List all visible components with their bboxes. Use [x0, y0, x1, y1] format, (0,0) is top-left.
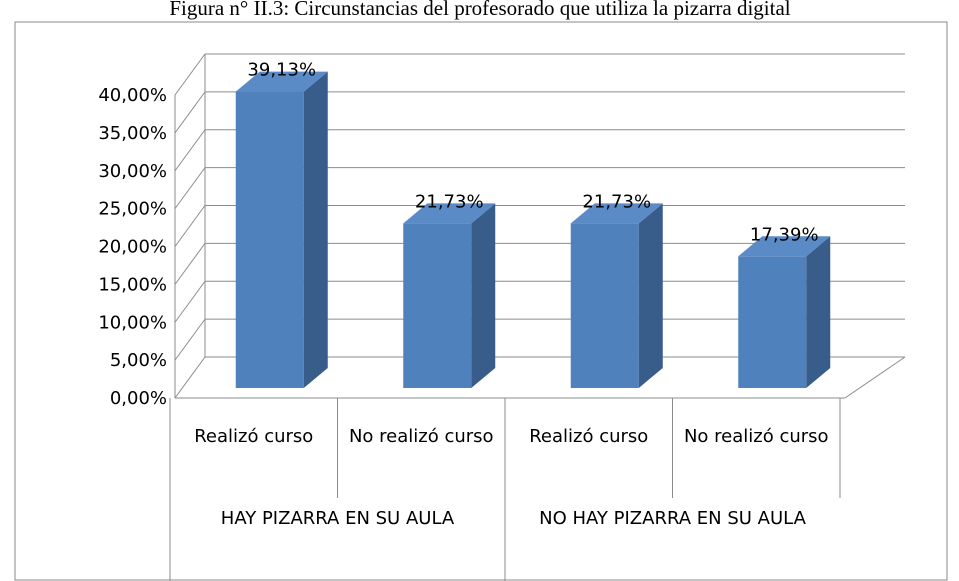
x-tick-label: Realizó curso: [529, 426, 649, 447]
group-label: HAY PIZARRA EN SU AULA: [220, 508, 455, 529]
bar: [403, 223, 472, 388]
bar-top: [570, 203, 663, 224]
bar-side: [806, 236, 831, 388]
y-tick-label: 25,00%: [98, 199, 167, 220]
y-tick-label: 30,00%: [98, 161, 167, 182]
x-tick-label: No realizó curso: [348, 426, 494, 447]
grid-line: [174, 129, 206, 172]
bar: [570, 223, 639, 388]
bar-top: [738, 236, 831, 257]
floor-edge: [844, 356, 906, 399]
bar: [235, 91, 304, 389]
grid-line: [174, 243, 206, 285]
y-tick-label: 15,00%: [98, 274, 167, 295]
group-label: NO HAY PIZARRA EN SU AULA: [539, 508, 806, 529]
x-tick-label: Realizó curso: [194, 426, 314, 447]
bar-top: [235, 71, 328, 92]
bar: [738, 256, 807, 388]
bar-side: [638, 203, 663, 388]
chart-title: Figura n° II.3: Circunstancias del profe…: [169, 0, 790, 20]
bar-top: [403, 203, 496, 224]
x-tick-label: No realizó curso: [683, 426, 829, 447]
value-label: 21,73%: [582, 191, 651, 212]
bar-side: [471, 203, 496, 388]
grid-line: [174, 356, 206, 399]
bar-side: [303, 71, 328, 389]
grid-line: [174, 91, 206, 134]
value-label: 39,13%: [247, 60, 316, 81]
y-tick-label: 10,00%: [98, 312, 167, 333]
y-tick-label: 20,00%: [98, 237, 167, 258]
y-tick-label: 0,00%: [110, 388, 167, 409]
grid-line: [174, 205, 206, 247]
y-tick-label: 40,00%: [98, 85, 167, 106]
grid-line: [174, 167, 206, 209]
value-label: 21,73%: [415, 191, 484, 212]
grid-line: [174, 280, 206, 323]
grid-line: [174, 53, 206, 96]
y-tick-label: 35,00%: [98, 123, 167, 144]
grid-line: [174, 318, 206, 361]
y-tick-label: 5,00%: [110, 350, 167, 371]
value-label: 17,39%: [750, 224, 819, 245]
